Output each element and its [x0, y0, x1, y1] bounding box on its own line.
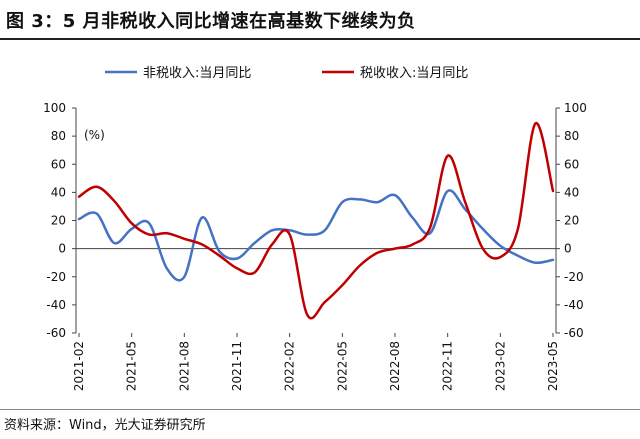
legend: 非税收入:当月同比 税收收入:当月同比 [105, 66, 468, 81]
x-tick-label: 2022-05 [335, 341, 349, 391]
unit-label: (%) [84, 128, 105, 142]
y-left-tick-label: 100 [43, 101, 66, 115]
y-right-tick-label: 100 [564, 101, 587, 115]
x-tick-label: 2022-02 [283, 341, 297, 391]
x-tick-label: 2022-11 [441, 341, 455, 391]
chart-title: 图 3：5 月非税收入同比增速在高基数下继续为负 [6, 11, 416, 32]
y-right-tick-label: 80 [564, 129, 579, 143]
y-left-tick-label: 0 [58, 242, 66, 256]
y-right-tick-label: 0 [564, 242, 572, 256]
legend-label: 税收收入:当月同比 [360, 66, 468, 81]
x-tick-label: 2021-02 [72, 341, 86, 391]
y-right-tick-label: 40 [564, 185, 579, 199]
y-left-tick-label: 40 [51, 185, 66, 199]
title-divider [0, 38, 640, 40]
x-tick-label: 2021-08 [177, 341, 191, 391]
x-tick-label: 2022-08 [388, 341, 402, 391]
y-left-tick-label: -60 [46, 326, 66, 340]
footer-divider [0, 409, 640, 410]
y-right-tick-label: -20 [564, 270, 584, 284]
x-tick-label: 2023-02 [493, 341, 507, 391]
nontax-revenue-yoy-line [77, 189, 555, 282]
x-tick-label: 2021-05 [125, 341, 139, 391]
y-right-tick-label: 60 [564, 157, 579, 171]
y-left-tick-label: 60 [51, 157, 66, 171]
source-note: 资料来源：Wind，光大证券研究所 [4, 418, 206, 433]
series-lines [77, 122, 555, 320]
y-left-tick-label: 20 [51, 214, 66, 228]
y-right-tick-label: 20 [564, 214, 579, 228]
axes: 100 80 60 40 20 0 -20 -40 -60 100 80 60 40 20 0 -20 -40 -… [43, 101, 587, 391]
y-left-tick-label: -20 [46, 270, 66, 284]
y-left-tick-label: 80 [51, 129, 66, 143]
legend-label: 非税收入:当月同比 [143, 66, 251, 81]
tax-revenue-yoy-line [77, 122, 555, 320]
y-left-tick-label: -40 [46, 298, 66, 312]
y-right-tick-label: -60 [564, 326, 584, 340]
y-right-tick-label: -40 [564, 298, 584, 312]
x-tick-label: 2023-05 [546, 341, 560, 391]
x-tick-label: 2021-11 [230, 341, 244, 391]
